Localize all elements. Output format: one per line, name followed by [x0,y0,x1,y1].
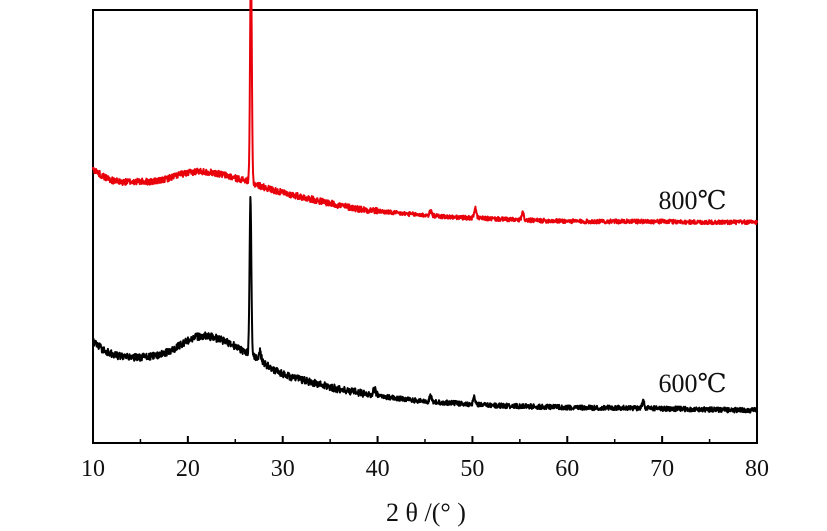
x-axis-ticks [92,436,758,443]
x-tick-label: 30 [271,456,295,482]
x-tick-label: 40 [366,456,390,482]
series-label-800c: 800℃ [659,186,727,215]
plot-frame [92,9,758,444]
series-labels: 800℃ 600℃ [659,186,727,398]
series-line-600c [92,195,758,414]
series-line-800c [92,0,758,226]
x-tick-label: 50 [460,456,484,482]
x-tick-label: 20 [176,456,200,482]
x-axis-title: 2 θ /(° ) [386,498,466,527]
series-label-600c: 600℃ [659,369,727,398]
x-tick-label: 10 [81,456,105,482]
x-axis-tick-labels: 10 20 30 40 50 60 70 80 [81,456,769,482]
x-tick-label: 60 [555,456,579,482]
series-layer [92,0,758,414]
x-tick-label: 70 [650,456,674,482]
x-tick-label: 80 [745,456,769,482]
